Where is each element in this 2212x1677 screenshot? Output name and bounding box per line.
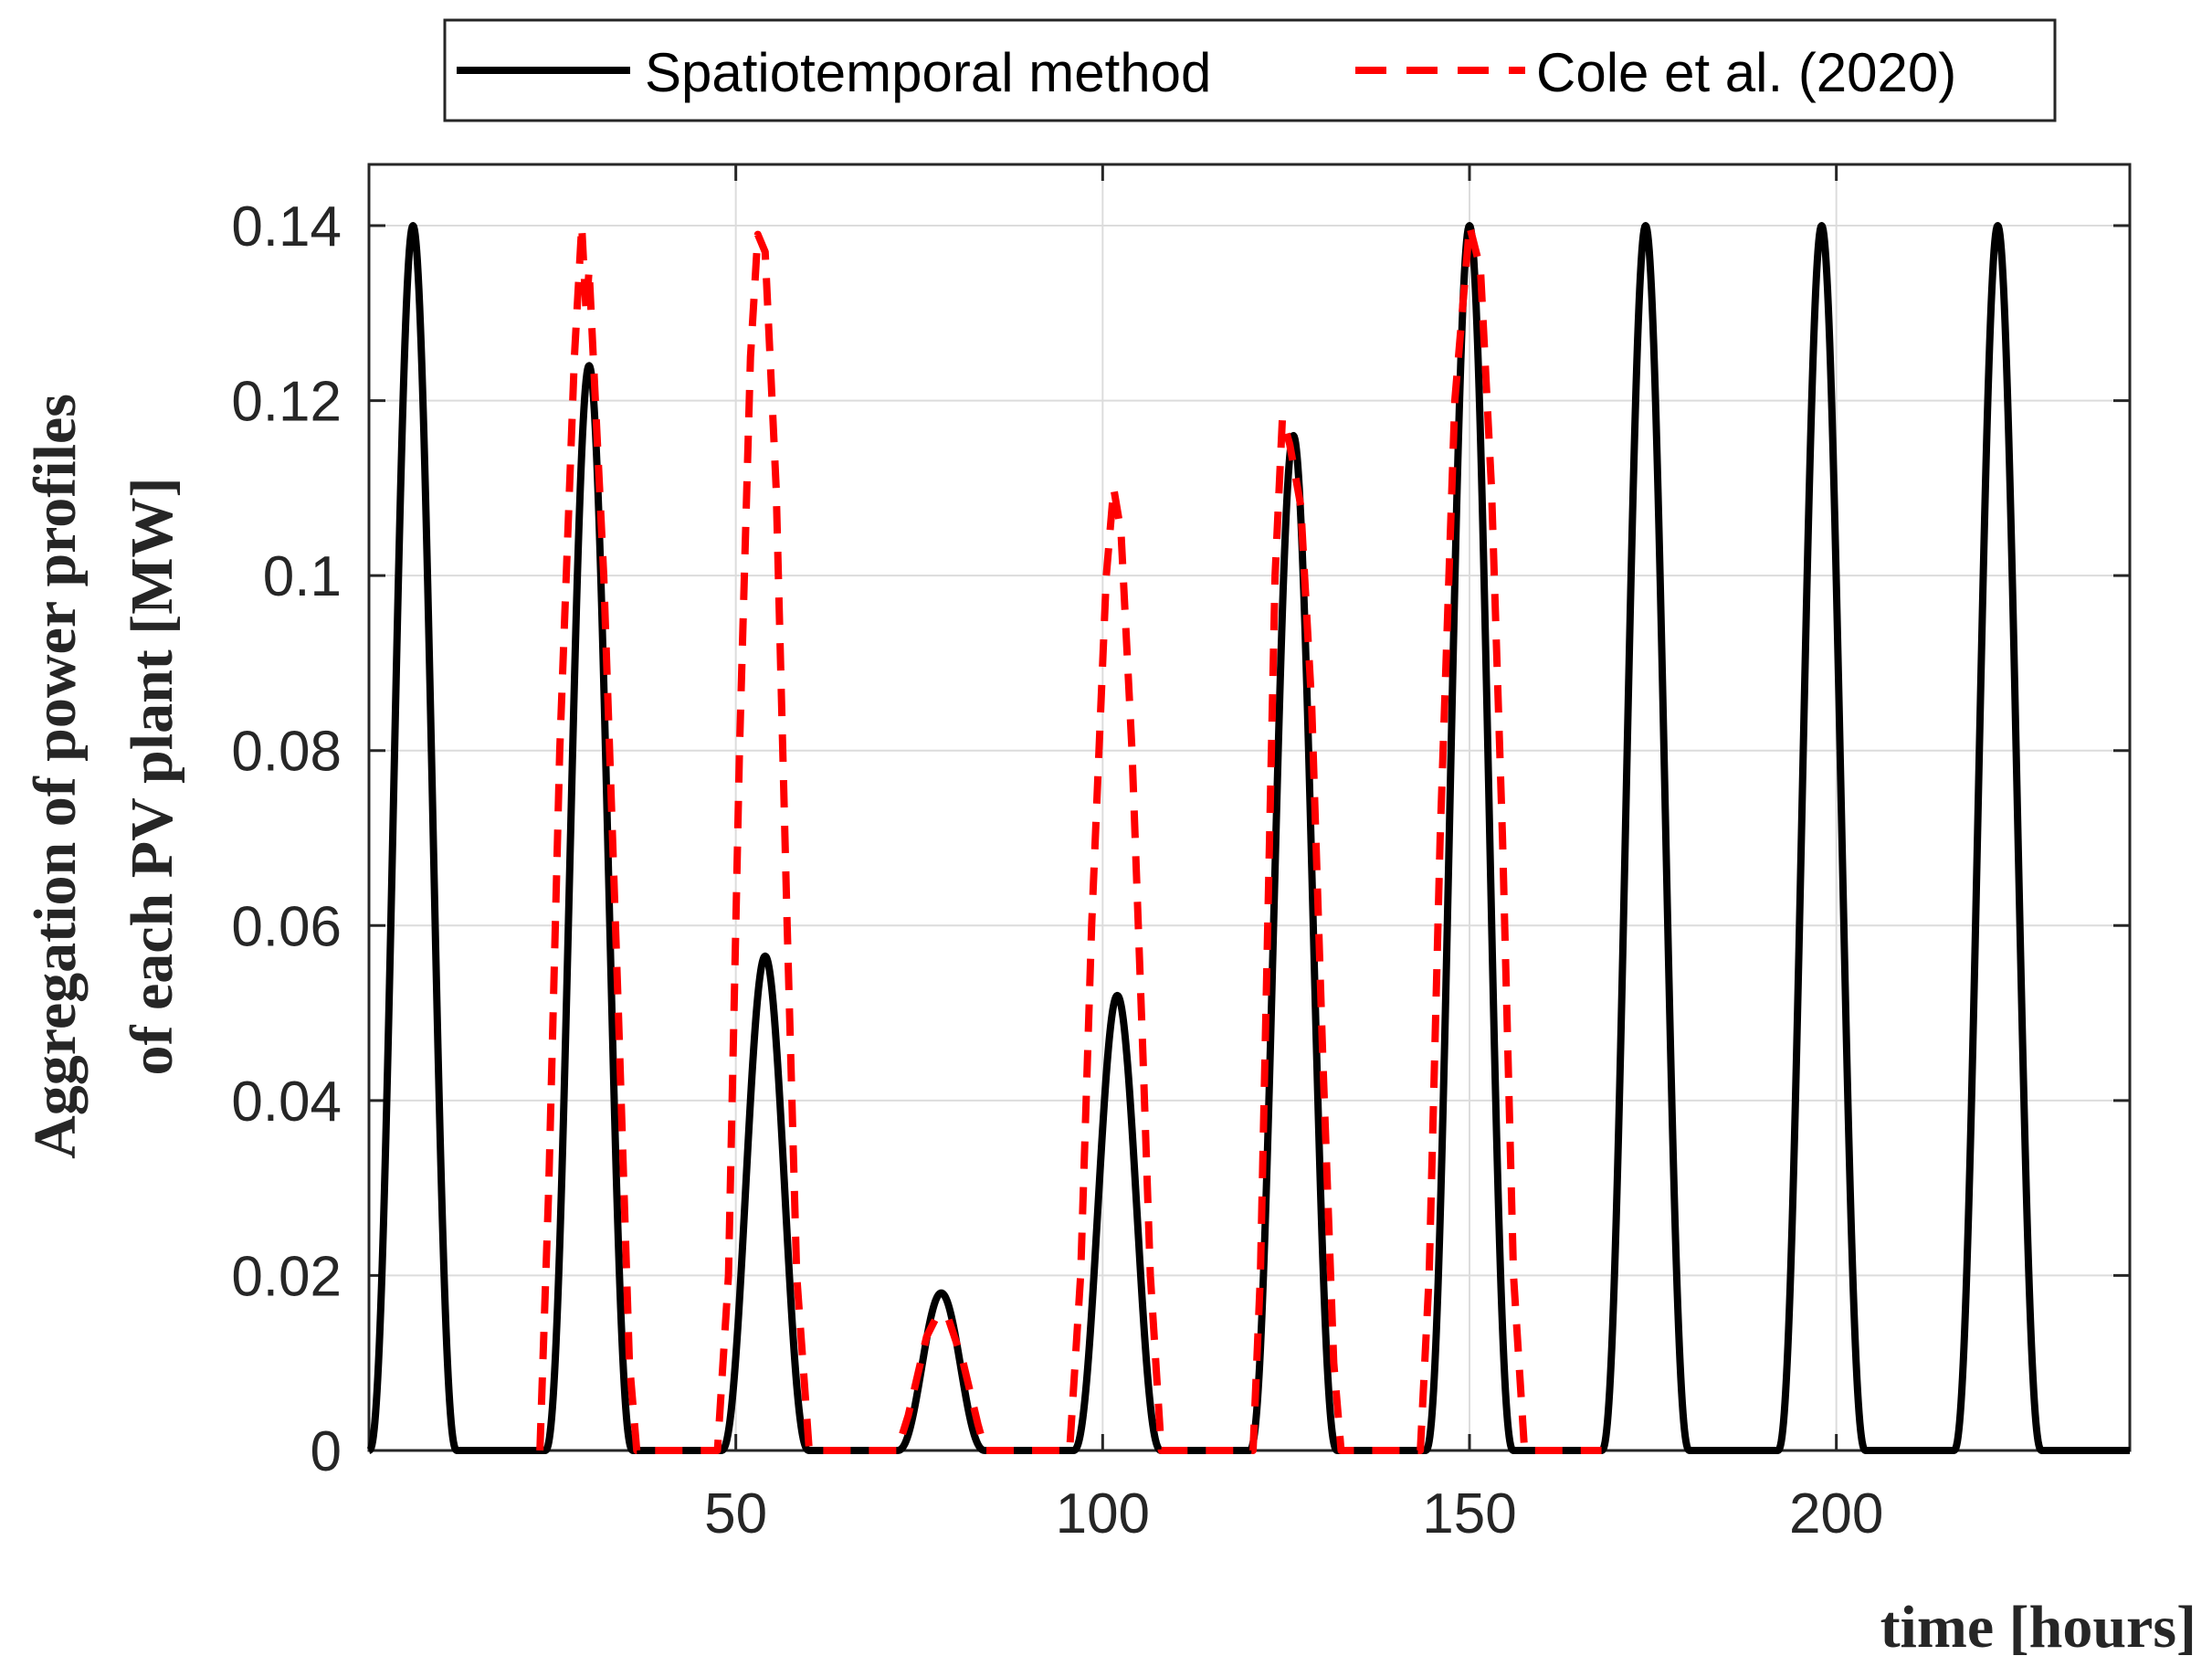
y-tick-label: 0.04 bbox=[231, 1071, 342, 1134]
legend-box bbox=[443, 18, 2057, 122]
legend-label-cole: Cole et al. (2020) bbox=[1536, 42, 1956, 103]
y-tick-label: 0.08 bbox=[231, 721, 342, 784]
y-tick-label: 0.02 bbox=[231, 1245, 342, 1308]
y-tick-labels: 0 0.02 0.04 0.06 0.08 0.1 0.12 0.14 bbox=[231, 195, 342, 1483]
series-layer bbox=[365, 222, 2133, 1454]
ticks bbox=[369, 164, 2130, 1452]
y-tick-label: 0 bbox=[311, 1420, 342, 1483]
legend-label-spatiotemporal: Spatiotemporal method bbox=[645, 42, 1211, 103]
x-tick-label: 50 bbox=[704, 1482, 767, 1545]
grid bbox=[369, 164, 2130, 1450]
series-line-cole-2020 bbox=[536, 222, 1602, 1454]
y-tick-label: 0.12 bbox=[231, 371, 342, 434]
x-tick-label: 200 bbox=[1789, 1482, 1883, 1545]
y-tick-label: 0.06 bbox=[231, 895, 342, 958]
y-axis-label-line1: Aggregation of power profiles bbox=[22, 394, 89, 1159]
y-tick-label: 0.14 bbox=[231, 195, 342, 258]
y-axis-label-line2: of each PV plant [MW] bbox=[119, 477, 185, 1075]
x-tick-labels: 50 100 150 200 bbox=[704, 1482, 1883, 1545]
y-tick-label: 0.1 bbox=[263, 545, 342, 608]
x-axis-label: time [hours] bbox=[1880, 1594, 2196, 1661]
x-tick-label: 100 bbox=[1056, 1482, 1150, 1545]
series-line-spatiotemporal bbox=[365, 222, 2133, 1454]
legend: Spatiotemporal method Cole et al. (2020) bbox=[443, 18, 2057, 122]
x-tick-label: 150 bbox=[1422, 1482, 1516, 1545]
plot-area-frame bbox=[367, 163, 2132, 1452]
